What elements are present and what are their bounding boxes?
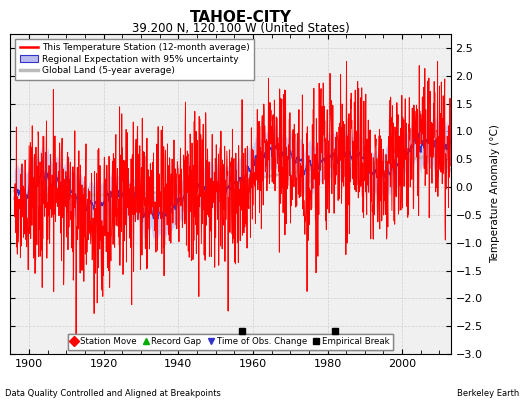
Text: 39.200 N, 120.100 W (United States): 39.200 N, 120.100 W (United States) xyxy=(132,22,350,35)
Text: Data Quality Controlled and Aligned at Breakpoints: Data Quality Controlled and Aligned at B… xyxy=(5,389,221,398)
Y-axis label: Temperature Anomaly (°C): Temperature Anomaly (°C) xyxy=(489,124,499,264)
Legend: Station Move, Record Gap, Time of Obs. Change, Empirical Break: Station Move, Record Gap, Time of Obs. C… xyxy=(68,334,393,350)
Text: TAHOE-CITY: TAHOE-CITY xyxy=(190,10,292,25)
Text: Berkeley Earth: Berkeley Earth xyxy=(456,389,519,398)
